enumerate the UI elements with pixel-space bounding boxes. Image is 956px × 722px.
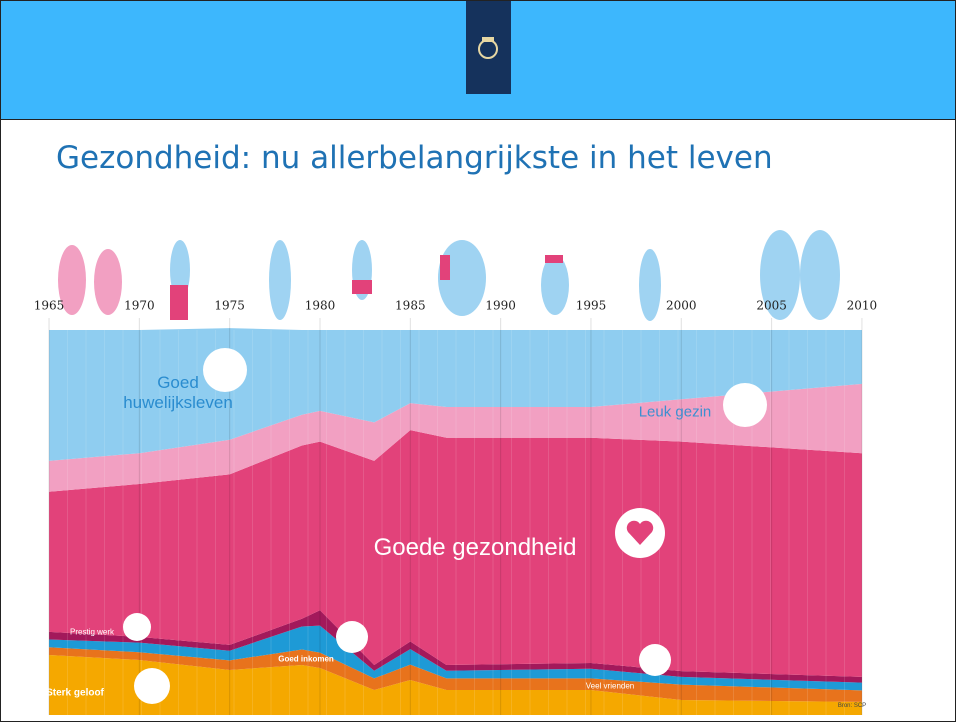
x-tick-label: 1980: [305, 299, 336, 313]
source-note: Bron: SCP: [838, 703, 866, 709]
x-tick-label: 1995: [576, 299, 607, 313]
series-label: Prestig werk: [70, 628, 114, 637]
x-tick-label: 2000: [666, 299, 697, 313]
x-tick-label: 1965: [34, 299, 65, 313]
bubble: [336, 621, 368, 653]
series-label: Sterk geloof: [46, 688, 104, 699]
series-label: Goed inkomen: [278, 655, 334, 664]
series-label: Veel vrienden: [586, 682, 634, 691]
slide: Gezondheid: nu allerbelangrijkste in het…: [0, 0, 956, 722]
series-label: Goed huwelijksleven: [123, 373, 233, 413]
bubble: [134, 668, 170, 704]
x-tick-label: 1985: [395, 299, 426, 313]
series-label: Goede gezondheid: [374, 534, 577, 562]
bubble: [123, 613, 151, 641]
chart: 1965 1970 1975 1980 1985 1990 1995 2000 2005 2010: [0, 0, 956, 722]
x-tick-label: 2010: [847, 299, 878, 313]
bubble: [723, 383, 767, 427]
x-tick-label: 1975: [214, 299, 245, 313]
silhouettes: [58, 230, 840, 321]
bubble: [639, 644, 671, 676]
x-tick-label: 1990: [485, 299, 516, 313]
x-tick-label: 2005: [756, 299, 787, 313]
series-label: Leuk gezin: [639, 404, 712, 421]
x-tick-label: 1970: [124, 299, 155, 313]
